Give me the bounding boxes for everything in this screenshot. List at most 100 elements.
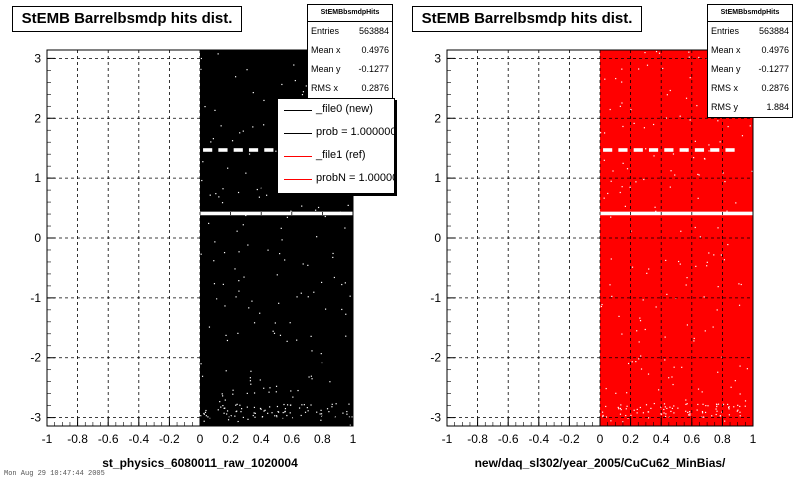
stats-label: Entries — [311, 26, 340, 36]
x-tick-label: -0.4 — [528, 432, 549, 446]
x-tick-label: 1 — [750, 432, 757, 446]
x-tick-label: 0 — [597, 432, 604, 446]
stats-label: Mean y — [711, 64, 741, 74]
y-tick-label: -2 — [30, 351, 41, 365]
stats-label: RMS x — [311, 83, 338, 93]
x-tick-label: 0.8 — [314, 432, 331, 446]
legend-entry: _file1 (ref) — [278, 145, 394, 168]
legend-label: _file0 (new) — [316, 103, 373, 115]
legend-entry: _file0 (new) — [278, 99, 394, 122]
x-tick-label: -0.8 — [67, 432, 88, 446]
gap-dash — [248, 148, 259, 152]
x-tick-label: -0.2 — [559, 432, 580, 446]
hit-speckle — [200, 53, 354, 428]
stats-value: -0.1277 — [758, 64, 789, 74]
y-tick-label: 3 — [434, 51, 441, 65]
stats-box: StEMBbsmdpHits Entries 563884 Mean x 0.4976… — [307, 4, 393, 99]
stats-box: StEMBbsmdpHits Entries 563884 Mean x 0.4976… — [707, 4, 793, 118]
stats-label: Mean x — [311, 45, 341, 55]
gap-dash — [725, 148, 735, 152]
y-tick-label: -2 — [430, 351, 441, 365]
y-tick-label: 0 — [434, 231, 441, 245]
gap-dash — [633, 148, 643, 152]
stats-row: RMS x 0.2876 — [708, 79, 792, 98]
stats-value: 563884 — [758, 26, 789, 36]
legend-entry: probN = 1.000000 — [278, 168, 394, 191]
x-axis-title: new/daq_sl302/year_2005/CuCu62_MinBias/ — [474, 456, 726, 470]
legend-swatch — [284, 156, 312, 157]
stats-row: RMS y 1.884 — [708, 98, 792, 117]
gap-dash — [679, 148, 689, 152]
legend-swatch — [284, 110, 312, 111]
x-tick-label: -0.2 — [159, 432, 180, 446]
gap-band — [600, 211, 753, 216]
plot-title: StEMB Barrelbsmdp hits dist. — [12, 6, 242, 32]
gap-dash — [648, 148, 659, 152]
stats-row: Mean x 0.4976 — [308, 41, 392, 60]
stats-row: Mean x 0.4976 — [708, 41, 792, 60]
y-tick-label: -1 — [430, 291, 441, 305]
gap-dash — [264, 148, 274, 152]
y-tick-label: 1 — [434, 171, 441, 185]
x-tick-label: 0.8 — [714, 432, 731, 446]
legend-swatch — [284, 133, 312, 134]
stats-name: StEMBbsmdpHits — [308, 5, 392, 22]
stats-name: StEMBbsmdpHits — [708, 5, 792, 22]
legend-label: probN = 1.000000 — [316, 172, 394, 184]
gap-dash — [710, 148, 720, 152]
stats-label: Mean x — [711, 45, 741, 55]
histogram-panel-new: -1 -0.8 -0.6 -0.4 -0.2 0 0.2 0.4 0.6 0.8 1 -3 -2 -1 0 1… — [12, 4, 395, 470]
x-tick-label: -1 — [42, 432, 53, 446]
stats-label: RMS x — [711, 83, 738, 93]
x-tick-label: 1 — [350, 432, 357, 446]
y-tick-label: 3 — [34, 51, 41, 65]
stats-value: 0.4976 — [361, 45, 389, 55]
gap-band — [200, 211, 353, 216]
x-tick-label: 0.6 — [683, 432, 700, 446]
stats-row: RMS x 0.2876 — [308, 79, 392, 98]
y-tick-label: 2 — [34, 111, 41, 125]
stats-value: 0.2876 — [761, 83, 789, 93]
gap-dash — [218, 148, 228, 152]
gap-dash — [603, 148, 613, 152]
x-tick-label: -1 — [442, 432, 453, 446]
x-tick-label: -0.6 — [98, 432, 119, 446]
stats-value: 563884 — [358, 26, 389, 36]
legend-label: prob = 1.000000 — [316, 126, 395, 138]
x-tick-label: -0.8 — [467, 432, 488, 446]
x-tick-label: 0.2 — [222, 432, 239, 446]
y-tick-label: 2 — [434, 111, 441, 125]
y-tick-label: 1 — [34, 171, 41, 185]
x-tick-label: -0.6 — [498, 432, 519, 446]
y-tick-label: -1 — [30, 291, 41, 305]
x-tick-label: 0.6 — [283, 432, 300, 446]
stats-row: Entries 563884 — [308, 22, 392, 41]
y-tick-label: 0 — [34, 231, 41, 245]
x-tick-label: -0.4 — [128, 432, 149, 446]
histogram-panel-ref: -1 -0.8 -0.6 -0.4 -0.2 0 0.2 0.4 0.6 0.8 1 -3 -2 -1 0 1… — [400, 0, 800, 480]
legend-swatch — [284, 179, 312, 180]
timestamp-footer: Mon Aug 29 10:47:44 2005 — [4, 470, 105, 478]
y-tick-label: -3 — [30, 411, 41, 425]
plot-title: StEMB Barrelbsmdp hits dist. — [412, 6, 642, 32]
stats-row: Mean y -0.1277 — [708, 60, 792, 79]
x-axis-title: st_physics_6080011_raw_1020004 — [102, 456, 298, 470]
x-tick-label: 0.4 — [253, 432, 270, 446]
gap-dash — [694, 148, 705, 152]
x-tick-label: 0.2 — [622, 432, 639, 446]
gap-dash — [203, 148, 213, 152]
legend-entry: prob = 1.000000 — [278, 122, 394, 145]
legend-label: _file1 (ref) — [316, 149, 366, 161]
stats-value: 0.4976 — [761, 45, 789, 55]
legend-box: _file0 (new) prob = 1.000000 _file1 (ref) p… — [277, 98, 395, 194]
x-tick-label: 0 — [197, 432, 204, 446]
stats-value: -0.1277 — [358, 64, 389, 74]
stats-value: 1.884 — [766, 102, 789, 112]
stats-label: Mean y — [311, 64, 341, 74]
gap-dash — [664, 148, 674, 152]
y-tick-label: -3 — [430, 411, 441, 425]
stats-row: Mean y -0.1277 — [308, 60, 392, 79]
stats-value: 0.2876 — [361, 83, 389, 93]
stats-label: RMS y — [711, 102, 738, 112]
stats-row: Entries 563884 — [708, 22, 792, 41]
